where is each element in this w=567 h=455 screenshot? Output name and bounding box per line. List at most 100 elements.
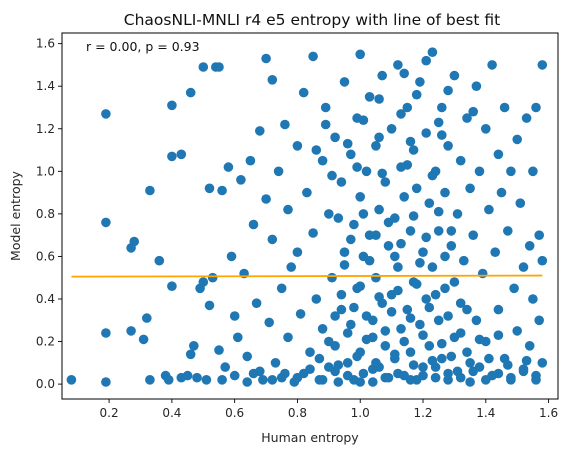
x-axis-label: Human entropy bbox=[261, 430, 359, 445]
data-point bbox=[283, 332, 293, 343]
y-tick-label: 1.6 bbox=[36, 37, 55, 51]
data-point bbox=[145, 375, 155, 385]
data-point bbox=[126, 326, 136, 336]
data-point bbox=[245, 155, 256, 166]
data-point bbox=[333, 377, 344, 387]
data-point bbox=[145, 185, 155, 196]
data-point bbox=[223, 162, 234, 172]
data-point bbox=[267, 234, 278, 245]
data-point bbox=[371, 272, 381, 283]
data-point bbox=[537, 255, 548, 266]
data-point bbox=[493, 330, 504, 341]
data-point bbox=[415, 319, 425, 330]
data-point bbox=[355, 377, 366, 387]
y-axis-label: Model entropy bbox=[8, 170, 23, 260]
data-point bbox=[459, 255, 469, 266]
data-point bbox=[424, 198, 435, 208]
data-point bbox=[383, 241, 394, 251]
data-point bbox=[368, 315, 378, 326]
data-point bbox=[424, 341, 435, 351]
x-axis-ticks: 0.2 0.4 0.6 0.8 1.0 1.2 1.4 1.6 bbox=[100, 399, 558, 420]
data-point bbox=[368, 377, 378, 387]
correlation-annotation: r = 0.00, p = 0.93 bbox=[86, 39, 200, 54]
data-point bbox=[405, 375, 416, 385]
data-point bbox=[468, 230, 479, 240]
data-point bbox=[408, 211, 419, 221]
data-point bbox=[418, 247, 428, 257]
y-tick-label: 0.6 bbox=[36, 249, 55, 263]
data-point bbox=[433, 315, 444, 326]
x-tick-label: 0.8 bbox=[288, 406, 307, 420]
data-point bbox=[305, 347, 315, 358]
data-point bbox=[531, 102, 541, 113]
data-point bbox=[405, 136, 416, 147]
data-point bbox=[518, 364, 529, 375]
data-point bbox=[462, 304, 472, 315]
data-point bbox=[358, 209, 369, 219]
data-point bbox=[336, 289, 347, 300]
data-point bbox=[474, 166, 485, 177]
data-point bbox=[437, 338, 447, 349]
data-point bbox=[487, 60, 497, 70]
data-point bbox=[276, 283, 287, 294]
data-point bbox=[399, 336, 410, 347]
data-point bbox=[346, 149, 356, 160]
data-point bbox=[437, 102, 447, 113]
x-tick-label: 1.0 bbox=[351, 406, 370, 420]
data-point bbox=[233, 332, 243, 343]
data-point bbox=[324, 209, 334, 219]
data-point bbox=[408, 360, 419, 370]
data-point bbox=[327, 272, 337, 283]
data-point bbox=[380, 326, 391, 336]
y-axis-ticks: 0.0 0.2 0.4 0.6 0.8 1.0 1.2 1.4 1.6 bbox=[36, 37, 62, 391]
data-point bbox=[433, 117, 444, 128]
data-point bbox=[342, 358, 353, 368]
data-point bbox=[477, 268, 488, 279]
data-point bbox=[349, 302, 359, 313]
data-point bbox=[371, 358, 381, 368]
data-point bbox=[292, 372, 303, 383]
data-point bbox=[324, 336, 334, 347]
data-point bbox=[364, 92, 375, 102]
data-point bbox=[377, 168, 388, 179]
data-point bbox=[192, 372, 202, 383]
data-point bbox=[524, 241, 535, 251]
data-point bbox=[142, 313, 152, 323]
x-tick-label: 0.2 bbox=[100, 406, 119, 420]
data-point bbox=[402, 160, 413, 170]
data-point bbox=[204, 300, 215, 311]
data-point bbox=[317, 375, 328, 385]
data-point bbox=[433, 206, 444, 217]
data-point bbox=[66, 375, 77, 385]
data-point bbox=[261, 53, 271, 64]
data-point bbox=[405, 347, 416, 358]
data-point bbox=[377, 70, 388, 81]
data-point bbox=[361, 166, 372, 177]
data-point bbox=[261, 194, 271, 204]
data-point bbox=[167, 281, 177, 292]
data-point bbox=[455, 328, 466, 338]
y-tick-label: 0.8 bbox=[36, 207, 55, 221]
data-point bbox=[396, 238, 406, 249]
data-point bbox=[405, 313, 416, 323]
data-point bbox=[465, 358, 475, 368]
x-tick-label: 0.4 bbox=[162, 406, 181, 420]
y-tick-label: 0.0 bbox=[36, 377, 55, 391]
data-point bbox=[229, 311, 240, 321]
data-point bbox=[386, 307, 397, 317]
data-point bbox=[302, 187, 312, 198]
data-point bbox=[471, 315, 482, 326]
data-point bbox=[421, 128, 432, 138]
data-point bbox=[138, 334, 149, 345]
data-point bbox=[330, 132, 340, 143]
data-point bbox=[415, 77, 425, 87]
data-point bbox=[515, 198, 526, 208]
data-point bbox=[280, 119, 290, 130]
data-point bbox=[292, 247, 303, 257]
data-point bbox=[396, 109, 406, 119]
data-point bbox=[198, 62, 209, 72]
best-fit-line bbox=[71, 274, 543, 278]
data-point bbox=[408, 145, 419, 155]
data-point bbox=[270, 358, 281, 368]
data-point bbox=[418, 362, 428, 372]
